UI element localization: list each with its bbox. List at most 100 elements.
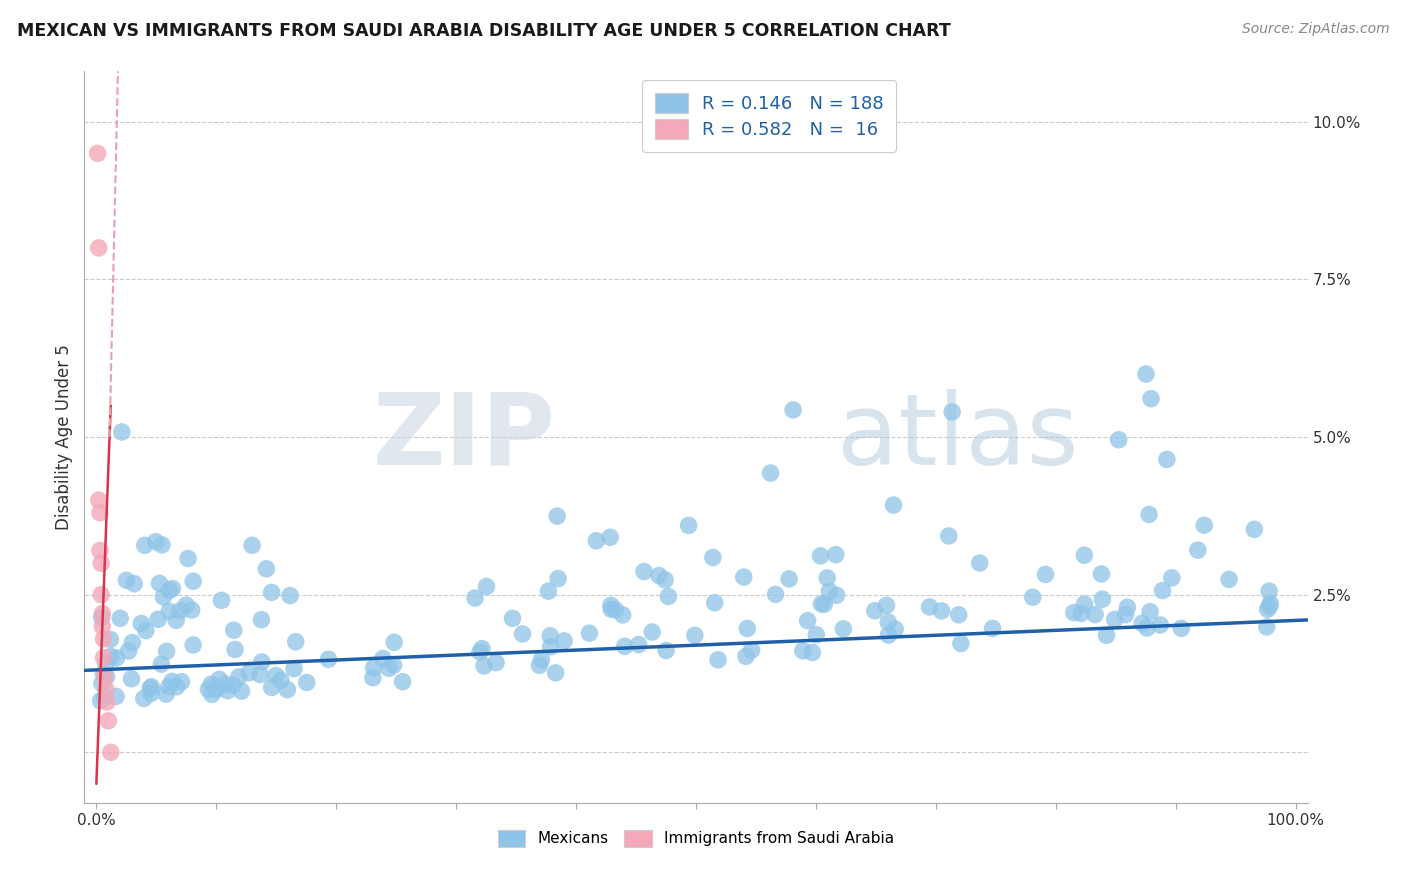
Point — [546, 509, 568, 524]
Point — [641, 625, 664, 640]
Point — [222, 678, 245, 692]
Point — [735, 649, 758, 664]
Text: atlas: atlas — [837, 389, 1078, 485]
Point — [122, 576, 145, 591]
Point — [949, 636, 972, 650]
Point — [948, 607, 970, 622]
Point — [537, 584, 560, 599]
Point — [599, 530, 621, 544]
Point — [96, 670, 118, 684]
Point — [1130, 616, 1153, 631]
Point — [1035, 567, 1057, 582]
Point — [250, 613, 273, 627]
Point — [93, 670, 117, 684]
Point — [578, 626, 600, 640]
Point — [105, 651, 128, 665]
Point — [93, 667, 115, 681]
Point — [547, 572, 569, 586]
Point — [1136, 621, 1159, 635]
Point — [825, 588, 848, 602]
Point — [155, 644, 177, 658]
Point — [378, 661, 401, 675]
Point — [157, 583, 180, 598]
Point — [485, 656, 508, 670]
Point — [538, 629, 561, 643]
Point — [295, 675, 318, 690]
Point — [918, 599, 941, 614]
Point — [214, 677, 236, 691]
Point — [882, 498, 904, 512]
Point — [1135, 367, 1157, 381]
Point — [90, 556, 112, 570]
Text: MEXICAN VS IMMIGRANTS FROM SAUDI ARABIA DISABILITY AGE UNDER 5 CORRELATION CHART: MEXICAN VS IMMIGRANTS FROM SAUDI ARABIA … — [17, 22, 950, 40]
Point — [1095, 628, 1118, 642]
Point — [260, 681, 283, 695]
Point — [1063, 606, 1085, 620]
Point — [283, 662, 305, 676]
Point — [145, 534, 167, 549]
Point — [150, 657, 173, 672]
Point — [1139, 605, 1161, 619]
Point — [284, 634, 307, 648]
Point — [165, 613, 187, 627]
Point — [391, 674, 413, 689]
Point — [765, 587, 787, 601]
Point — [1187, 543, 1209, 558]
Point — [1149, 618, 1171, 632]
Point — [205, 682, 228, 697]
Point — [655, 643, 678, 657]
Point — [155, 687, 177, 701]
Point — [1090, 566, 1112, 581]
Point — [270, 673, 292, 688]
Point — [633, 565, 655, 579]
Point — [810, 549, 832, 563]
Point — [1137, 508, 1160, 522]
Point — [160, 674, 183, 689]
Point — [737, 622, 759, 636]
Point — [90, 694, 112, 708]
Point — [792, 644, 814, 658]
Point — [832, 622, 855, 636]
Point — [224, 642, 246, 657]
Point — [100, 745, 122, 759]
Point — [1084, 607, 1107, 622]
Point — [1022, 591, 1045, 605]
Point — [254, 562, 277, 576]
Point — [1194, 518, 1216, 533]
Point — [90, 676, 112, 690]
Point — [585, 533, 607, 548]
Point — [702, 550, 724, 565]
Point — [1160, 571, 1182, 585]
Point — [91, 619, 114, 633]
Point — [544, 665, 567, 680]
Point — [648, 568, 671, 582]
Point — [1256, 620, 1278, 634]
Point — [231, 684, 253, 698]
Point — [87, 241, 110, 255]
Point — [363, 661, 385, 675]
Point — [141, 680, 163, 694]
Point — [818, 584, 841, 599]
Point — [150, 538, 173, 552]
Point — [464, 591, 486, 605]
Point — [91, 607, 114, 621]
Text: Source: ZipAtlas.com: Source: ZipAtlas.com — [1241, 22, 1389, 37]
Point — [741, 643, 763, 657]
Point — [599, 599, 621, 613]
Point — [938, 529, 960, 543]
Point — [90, 588, 112, 602]
Point — [468, 645, 491, 659]
Point — [177, 551, 200, 566]
Point — [115, 574, 138, 588]
Point — [627, 638, 650, 652]
Point — [152, 590, 174, 604]
Point — [981, 622, 1004, 636]
Point — [529, 658, 551, 673]
Point — [228, 670, 250, 684]
Point — [657, 590, 679, 604]
Point — [121, 635, 143, 649]
Point — [1114, 607, 1136, 622]
Point — [707, 653, 730, 667]
Point — [863, 604, 886, 618]
Point — [941, 405, 963, 419]
